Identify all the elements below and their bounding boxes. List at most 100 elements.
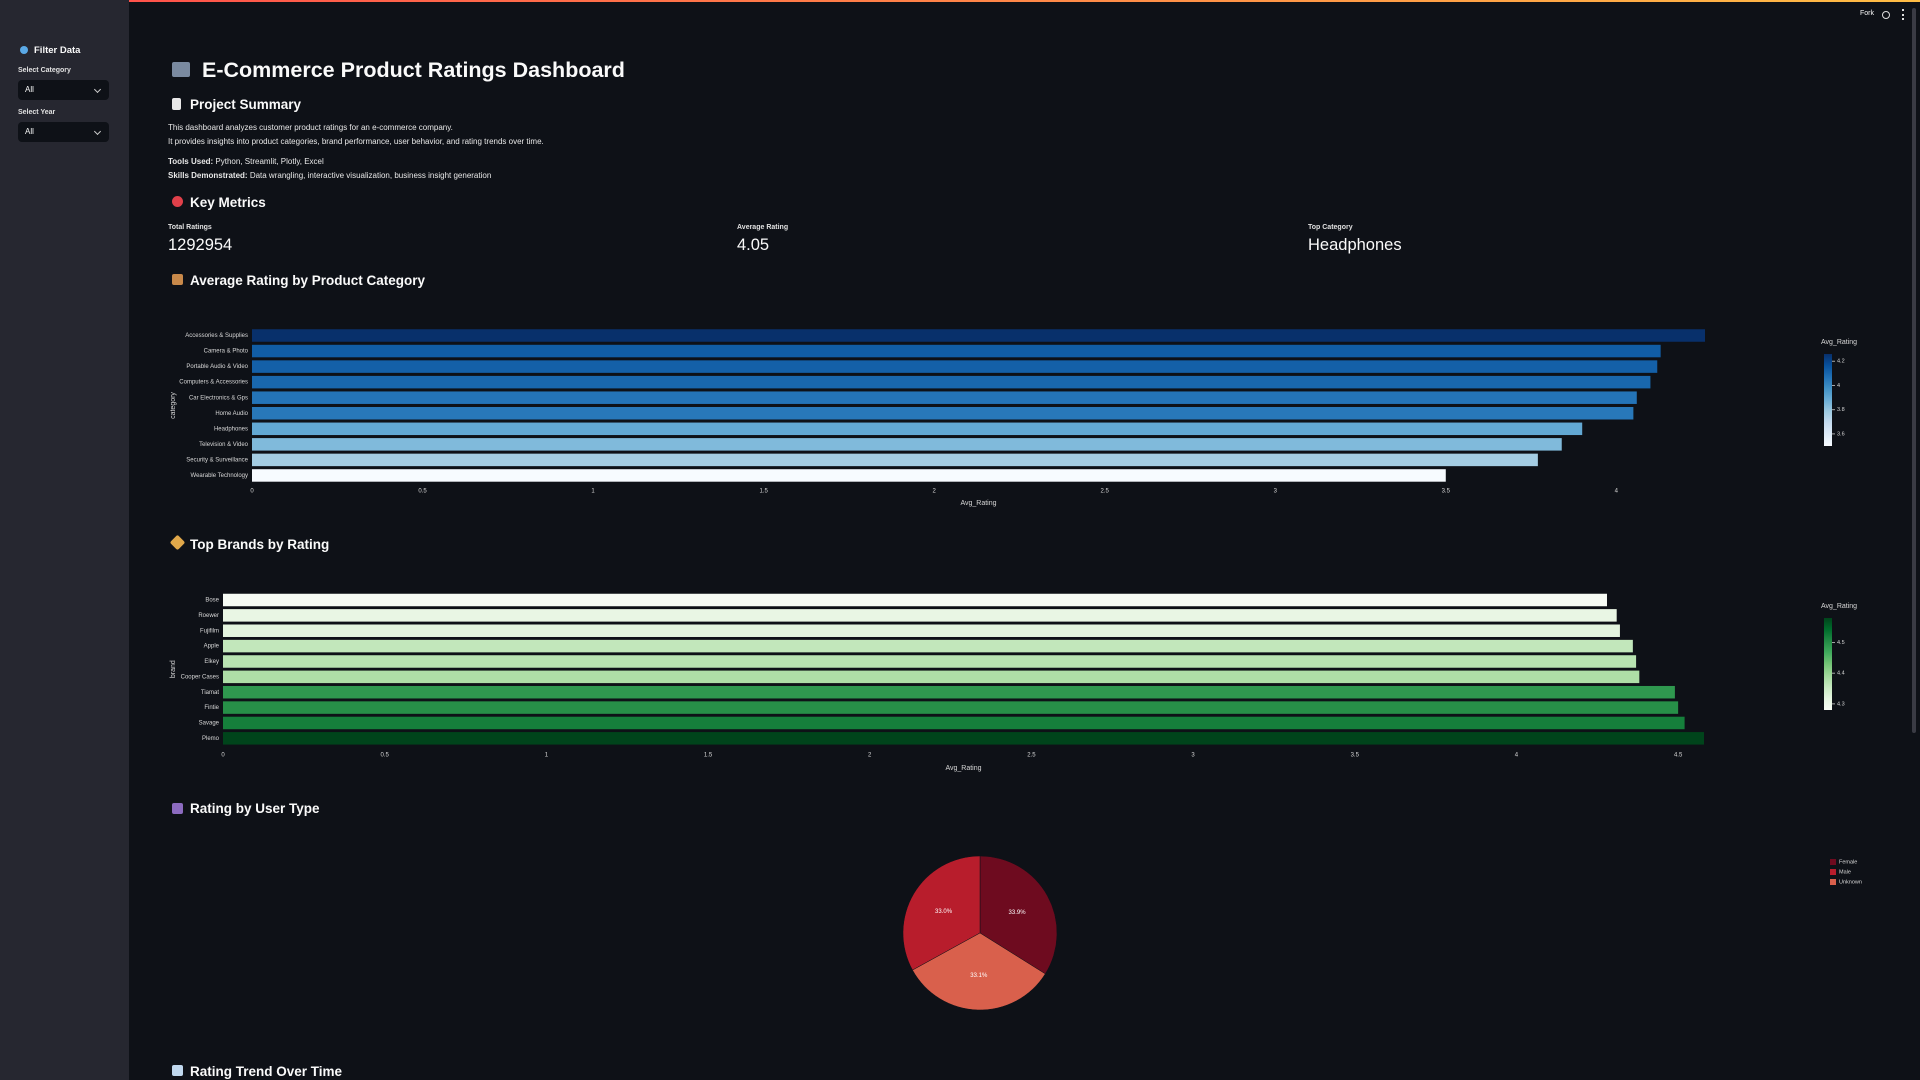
sidebar: Filter Data Select Category All Select Y…	[0, 0, 129, 1080]
bar	[223, 670, 1640, 684]
tools-line: Tools Used: Python, Streamlit, Plotly, E…	[168, 157, 324, 166]
y-tick-label: Bose	[205, 598, 219, 604]
pin-icon	[172, 196, 183, 207]
fork-button[interactable]: Fork	[1860, 10, 1874, 17]
github-icon[interactable]	[1882, 11, 1890, 19]
metric-value: 1292954	[168, 236, 233, 254]
cart-icon	[172, 62, 190, 77]
bar	[223, 685, 1675, 699]
y-tick-label: Security & Surveillance	[186, 457, 248, 463]
x-tick-label: 0	[250, 489, 254, 495]
summary-line: It provides insights into product catego…	[168, 137, 544, 146]
bar	[252, 469, 1446, 482]
y-tick-label: Roewer	[198, 613, 219, 619]
bar	[223, 593, 1607, 607]
bar	[252, 453, 1538, 467]
metric-value: 4.05	[737, 236, 770, 254]
year-select[interactable]: All	[18, 122, 109, 142]
y-tick-label: Elkey	[204, 659, 219, 665]
chart-icon	[172, 1065, 183, 1076]
legend-swatch	[1830, 869, 1836, 875]
bar	[252, 360, 1658, 373]
y-tick-label: Accessories & Supplies	[185, 333, 248, 339]
colorbar-tick-label: 3.8	[1837, 407, 1845, 413]
y-tick-label: Camera & Photo	[204, 349, 249, 355]
y-tick-label: Wearable Technology	[191, 473, 248, 479]
bar	[252, 329, 1705, 342]
bar	[223, 609, 1617, 622]
x-tick-label: 1.5	[759, 489, 768, 495]
x-tick-label: 4	[1515, 753, 1519, 759]
bar	[223, 624, 1620, 637]
legend-swatch	[1830, 879, 1836, 885]
legend-label: Male	[1839, 869, 1851, 875]
colorbar-tick-label: 4.3	[1837, 701, 1845, 707]
pie-slice	[902, 855, 981, 971]
x-axis-title: Avg_Rating	[945, 765, 981, 772]
slice-label: 33.0%	[935, 909, 953, 915]
menu-icon[interactable]	[1902, 9, 1906, 20]
legend-label: Female	[1839, 859, 1857, 865]
skills-label: Skills Demonstrated:	[168, 171, 248, 180]
y-tick-label: Savage	[199, 721, 220, 727]
skills-text: Data wrangling, interactive visualizatio…	[249, 171, 492, 180]
bar	[223, 716, 1685, 730]
page-title: E-Commerce Product Ratings Dashboard	[202, 58, 625, 82]
x-tick-label: 3.5	[1351, 753, 1360, 759]
summary-line: This dashboard analyzes customer product…	[168, 123, 453, 132]
x-tick-label: 2.5	[1027, 753, 1036, 759]
scrollbar[interactable]	[1912, 8, 1916, 733]
colorbar-tick-label: 3.6	[1837, 431, 1845, 437]
colorbar	[1824, 618, 1832, 710]
bar	[252, 344, 1661, 358]
x-tick-label: 4	[1615, 489, 1619, 495]
pie-slice	[912, 932, 1046, 1011]
section-heading: Rating Trend Over Time	[190, 1064, 343, 1079]
decoration-bar	[0, 0, 1920, 2]
bar	[223, 701, 1679, 714]
colorbar-tick-label: 4	[1837, 383, 1840, 389]
y-axis-title: brand	[170, 660, 177, 678]
colorbar-title: Avg_Rating	[1821, 603, 1857, 610]
metric-label: Average Rating	[737, 224, 789, 231]
colorbar-tick-label: 4.4	[1837, 671, 1845, 677]
x-tick-label: 2	[868, 753, 872, 759]
legend-label: Unknown	[1839, 879, 1862, 885]
y-tick-label: Fujifilm	[200, 628, 219, 634]
y-tick-label: Television & Video	[199, 442, 249, 448]
x-tick-label: 3.5	[1442, 489, 1451, 495]
section-heading: Key Metrics	[190, 195, 266, 210]
users-icon	[172, 803, 183, 814]
colorbar-tick-label: 4.5	[1837, 640, 1845, 646]
metric-label: Total Ratings	[168, 224, 212, 231]
year-label: Select Year	[18, 109, 56, 116]
metric-label: Top Category	[1308, 224, 1353, 231]
metric-value: Headphones	[1308, 236, 1402, 254]
sidebar-title: Filter Data	[34, 45, 81, 56]
skills-line: Skills Demonstrated: Data wrangling, int…	[168, 171, 491, 180]
search-icon	[20, 46, 28, 54]
y-tick-label: Car Electronics & Gps	[189, 395, 248, 401]
x-tick-label: 2.5	[1101, 489, 1110, 495]
slice-label: 33.1%	[970, 973, 988, 979]
bar	[252, 391, 1637, 404]
bar	[252, 375, 1651, 389]
x-tick-label: 3	[1274, 489, 1278, 495]
section-heading: Project Summary	[190, 97, 302, 112]
tools-label: Tools Used:	[168, 157, 214, 166]
y-axis-title: category	[170, 392, 177, 419]
x-tick-label: 1.5	[704, 753, 713, 759]
x-tick-label: 2	[932, 489, 936, 495]
bar	[223, 639, 1633, 653]
y-tick-label: Fintie	[204, 705, 219, 711]
tools-text: Python, Streamlit, Plotly, Excel	[215, 157, 324, 166]
doc-icon	[172, 98, 181, 110]
category-select[interactable]: All	[18, 80, 109, 100]
bar	[252, 422, 1583, 436]
colorbar-title: Avg_Rating	[1821, 339, 1857, 346]
category-label: Select Category	[18, 67, 71, 74]
box-icon	[172, 274, 183, 285]
y-tick-label: Portable Audio & Video	[186, 364, 248, 370]
